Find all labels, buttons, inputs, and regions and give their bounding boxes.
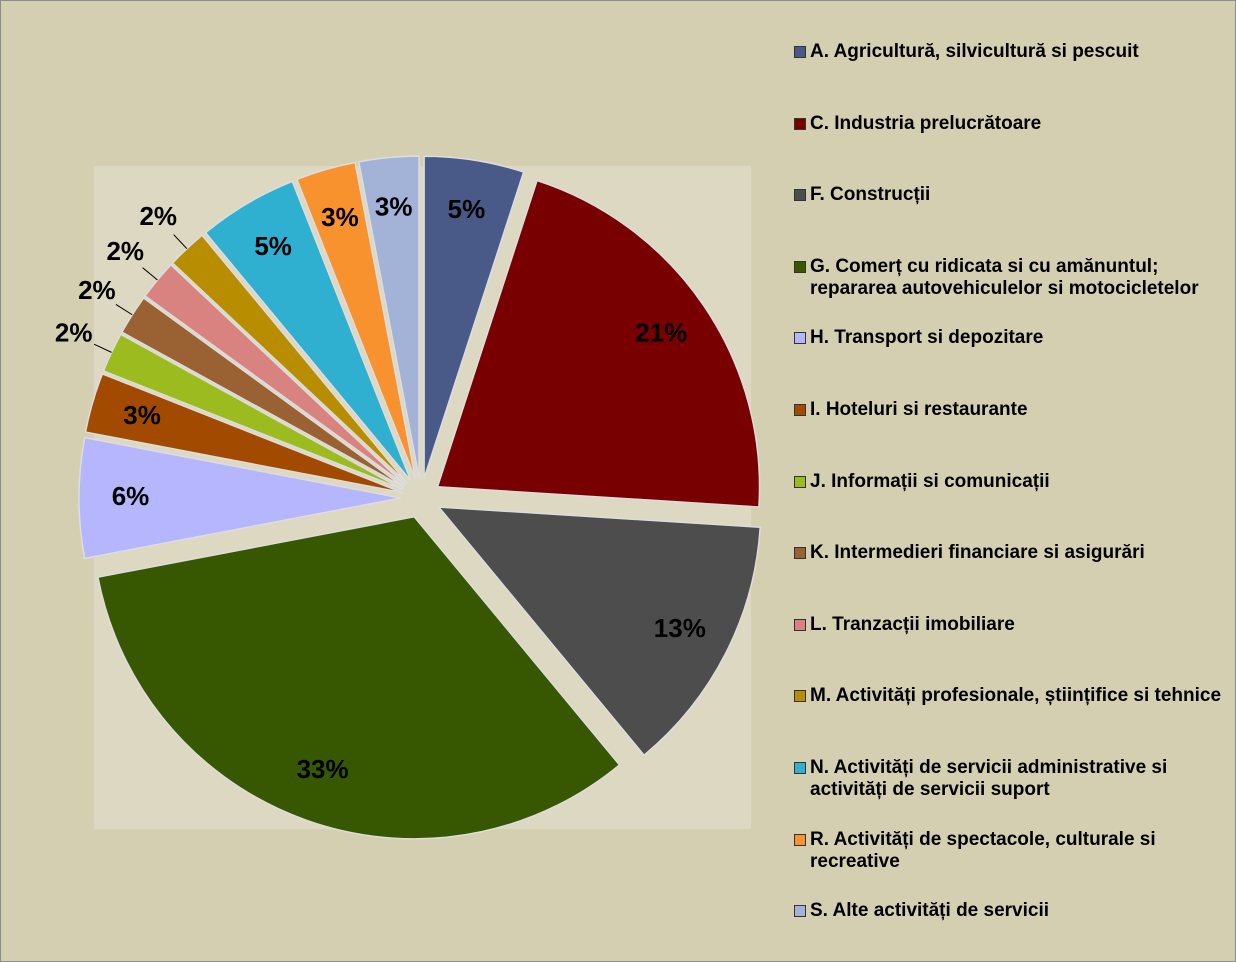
legend-swatch bbox=[794, 833, 806, 846]
legend-label: C. Industria prelucrătoare bbox=[810, 112, 1042, 134]
data-label: 6% bbox=[112, 481, 150, 511]
data-label: 3% bbox=[321, 202, 359, 232]
legend-item: J. Informații si comunicații bbox=[794, 471, 1234, 493]
pie-slice bbox=[78, 436, 402, 560]
legend-item: I. Hoteluri si restaurante bbox=[794, 399, 1234, 421]
data-label: 2% bbox=[139, 201, 177, 231]
legend-swatch bbox=[794, 618, 806, 631]
legend-item: C. Industria prelucrătoare bbox=[794, 113, 1234, 135]
legend-label: F. Construcții bbox=[810, 184, 931, 206]
leader-line bbox=[142, 267, 158, 281]
legend-swatch bbox=[794, 547, 806, 560]
data-label: 2% bbox=[55, 317, 93, 347]
legend-item: M. Activități profesionale, științifice … bbox=[794, 685, 1234, 707]
data-label: 13% bbox=[654, 613, 706, 643]
legend-label: G. Comerț cu ridicata si cu amănuntul; r… bbox=[810, 255, 1199, 299]
leader-line bbox=[115, 303, 133, 316]
legend-swatch bbox=[794, 475, 806, 488]
leader-line bbox=[173, 234, 188, 250]
legend-item: S. Alte activități de servicii bbox=[794, 900, 1234, 922]
pie-slice bbox=[120, 296, 405, 488]
data-label: 3% bbox=[123, 400, 161, 430]
data-label: 2% bbox=[106, 236, 144, 266]
legend-label: K. Intermedieri financiare si asigurări bbox=[810, 542, 1145, 564]
legend-label: A. Agricultură, silvicultură si pescuit bbox=[810, 41, 1139, 62]
pie-slice bbox=[436, 179, 761, 508]
legend-label: S. Alte activități de servicii bbox=[810, 900, 1050, 922]
data-label: 5% bbox=[254, 231, 292, 261]
pie-slice bbox=[357, 155, 420, 479]
legend-label: H. Transport si depozitare bbox=[810, 327, 1044, 349]
legend-label: I. Hoteluri si restaurante bbox=[810, 399, 1028, 420]
data-label: 21% bbox=[635, 318, 687, 348]
pie-slice bbox=[84, 372, 403, 494]
legend-item: R. Activități de spectacole, culturale s… bbox=[794, 829, 1234, 873]
leader-line bbox=[93, 343, 112, 353]
legend-swatch bbox=[794, 762, 806, 774]
data-label: 2% bbox=[78, 275, 116, 305]
legend-item: K. Intermedieri financiare si asigurări bbox=[794, 542, 1234, 564]
legend-swatch bbox=[794, 46, 806, 58]
legend-label: J. Informații si comunicații bbox=[810, 470, 1050, 492]
pie-slice bbox=[437, 506, 761, 757]
legend-swatch bbox=[794, 332, 806, 345]
pie-slice bbox=[204, 180, 412, 482]
legend-label: N. Activități de servicii administrative… bbox=[810, 757, 1168, 800]
legend-swatch bbox=[794, 260, 806, 273]
data-label: 5% bbox=[448, 194, 486, 224]
legend-label: L. Tranzacții imobiliare bbox=[810, 613, 1015, 635]
legend-item: F. Construcții bbox=[794, 184, 1234, 206]
legend-label: M. Activități profesionale, științifice … bbox=[810, 685, 1222, 707]
legend-item: A. Agricultură, silvicultură si pescuit bbox=[794, 41, 1234, 63]
legend-item: H. Transport si depozitare bbox=[794, 327, 1234, 349]
legend-label: R. Activități de spectacole, culturale s… bbox=[810, 828, 1156, 872]
pie-slice bbox=[97, 515, 621, 840]
legend-swatch bbox=[794, 117, 806, 130]
legend-item: N. Activități de servicii administrative… bbox=[794, 757, 1234, 801]
legend-swatch bbox=[794, 189, 806, 202]
pie-slice bbox=[295, 161, 417, 480]
legend-item: L. Tranzacții imobiliare bbox=[794, 614, 1234, 636]
legend-swatch bbox=[794, 690, 806, 703]
legend-item: G. Comerț cu ridicata si cu amănuntul; r… bbox=[794, 256, 1234, 300]
legend-swatch bbox=[794, 404, 806, 416]
data-label: 33% bbox=[297, 754, 349, 784]
legend-swatch bbox=[794, 905, 806, 918]
data-label: 3% bbox=[375, 192, 413, 222]
pie-slice bbox=[423, 155, 525, 479]
